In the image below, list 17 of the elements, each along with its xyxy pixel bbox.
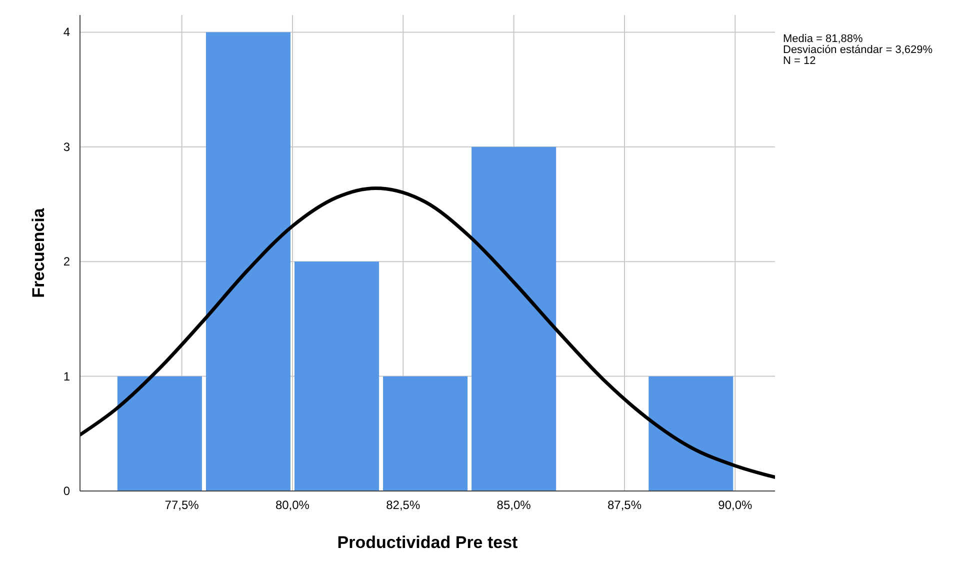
x-tick-label: 87,5% [607,498,642,512]
line-series [80,186,775,479]
y-axis-title: Frecuencia [29,208,48,298]
x-tick-label: 85,0% [496,498,532,512]
x-tick-label: 82,5% [386,498,420,512]
text: N = 12 [783,55,816,67]
text: Desviación estándar = 3,629% [783,44,933,56]
y-tick-label: 4 [63,25,70,40]
y-tick-label: 1 [63,369,70,384]
y-tick-label: 0 [63,484,70,498]
x-axis-title: Productividad Pre test [337,533,518,552]
text: Media = 81,88% [783,33,864,45]
x-tick-label: 77,5% [164,498,200,512]
x-tick-label: 90,0% [718,498,752,512]
y-tick-label: 3 [63,140,70,154]
y-tick-label: 2 [63,254,70,269]
x-tick-label: 80,0% [275,498,310,512]
